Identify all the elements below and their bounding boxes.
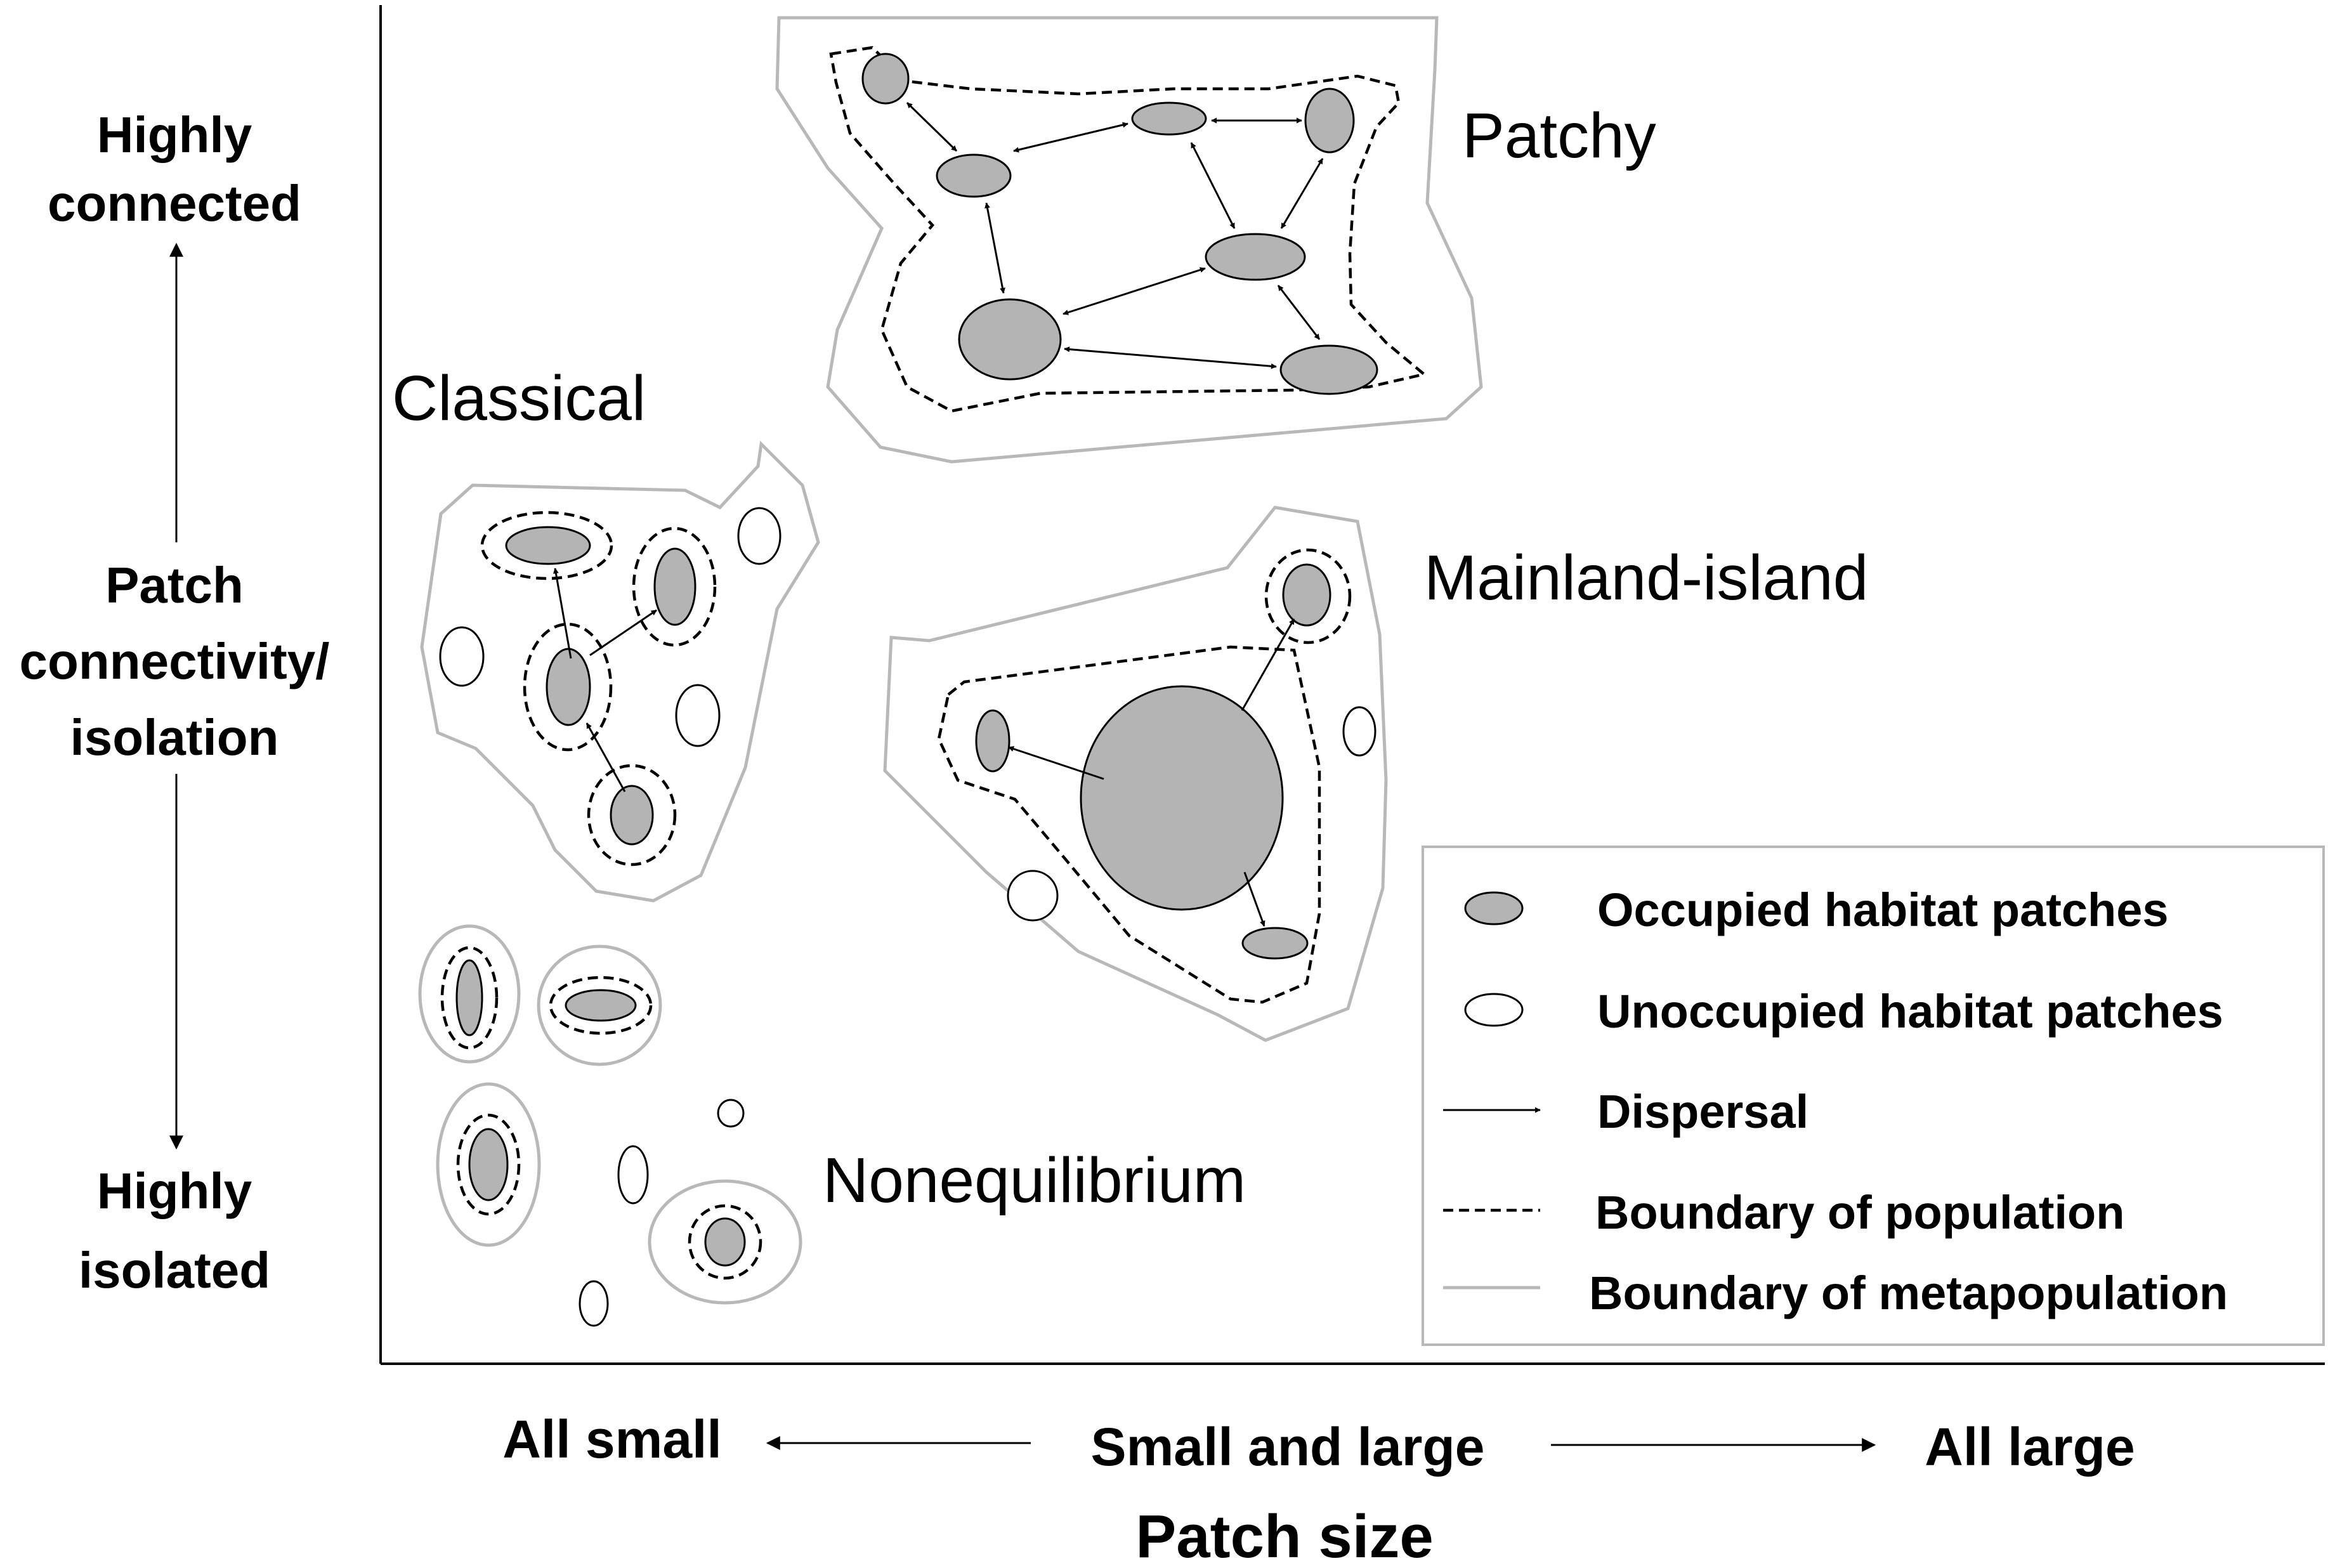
patchy-metapopulation-boundary [775,16,1483,464]
mainland-island-dispersal-1 [1008,746,1104,780]
noneq-empty-patch-1 [717,1099,745,1128]
noneq-metapopulation-boundary-4 [648,1179,802,1305]
y-title-line2: connectivity/ [19,633,329,689]
nonequilibrium-label: Nonequilibrium [823,1145,1246,1216]
y-bottom-label-line2: isolated [79,1242,270,1298]
classical-population-boundary-4 [587,764,677,866]
legend-occupied-swatch [1464,891,1524,925]
classical-population-boundary-1 [480,511,613,580]
mainland-island-population-boundary-2 [1264,548,1352,644]
mainland-island-patch-left [975,709,1010,773]
noneq-population-boundary-4 [688,1204,762,1280]
patchy-dispersal-2 [1013,122,1128,153]
patchy-metapopulation: Patchy [775,16,1656,464]
legend-unoccupied-label: Unoccupied habitat patches [1597,985,2223,1038]
y-top-label-line2: connected [48,175,301,232]
legend-metapopulation-boundary-label: Boundary of metapopulation [1589,1267,2228,1319]
noneq-patch-1 [455,959,483,1036]
classical-dispersal-3 [585,722,626,792]
classical-population-boundary-3 [523,622,613,752]
patchy-patch-4 [1304,88,1355,154]
patchy-label: Patchy [1462,100,1656,171]
classical-patch-3 [546,648,591,726]
classical-metapopulation: Classical [392,363,820,903]
classical-population-boundary-2 [632,526,717,647]
classical-dispersal-1 [553,568,572,659]
y-top-label-line1: Highly [97,107,252,163]
classical-empty-patch-2 [439,626,485,687]
mainland-island-dispersal-2 [1241,618,1295,711]
noneq-population-boundary-1 [440,946,499,1050]
legend-box [1422,846,2325,1346]
noneq-empty-patch-2 [617,1145,649,1205]
y-bottom-label-line1: Highly [97,1163,252,1219]
classical-label: Classical [392,363,646,434]
y-title-line1: Patch [105,557,244,613]
x-axis-title: Patch size [1135,1503,1434,1565]
patchy-dispersal-8 [1277,285,1321,340]
nonequilibrium-metapopulation: Nonequilibrium [418,924,1246,1327]
patchy-patch-5 [1205,233,1306,281]
patchy-patch-7 [1279,344,1378,395]
legend-population-boundary-label: Boundary of population [1595,1186,2124,1239]
y-title-line3: isolation [70,709,279,766]
mainland-island-metapopulation: Mainland-island [883,506,1868,1042]
patchy-patch-1 [861,53,910,105]
legend: Occupied habitat patches Unoccupied habi… [1422,846,2325,1346]
noneq-patch-3 [468,1128,509,1201]
mainland-island-label: Mainland-island [1424,542,1868,613]
patchy-dispersal-4 [1190,142,1236,229]
noneq-patch-2 [565,989,637,1022]
classical-empty-patch-3 [675,684,721,747]
mainland-island-empty-patch-2 [1007,870,1059,922]
patchy-dispersal-9 [1064,346,1277,369]
patchy-dispersal-1 [906,101,958,152]
legend-occupied-label: Occupied habitat patches [1597,884,2169,936]
patchy-patch-3 [1131,101,1207,136]
mainland-island-patch-top [1282,563,1331,627]
patchy-population-boundary [829,46,1427,413]
x-center-label: Small and large [1091,1417,1485,1477]
classical-patch-2 [653,547,696,626]
legend-dispersal-label: Dispersal [1597,1085,1808,1138]
patchy-patch-6 [958,298,1062,381]
legend-unoccupied-swatch [1464,993,1524,1027]
mainland-island-dispersal-3 [1243,872,1265,927]
noneq-population-boundary-2 [549,976,653,1035]
classical-metapopulation-boundary [420,440,820,903]
classical-patch-4 [610,785,654,846]
noneq-metapopulation-boundary-1 [418,924,521,1064]
noneq-metapopulation-boundary-3 [436,1082,541,1247]
patchy-patch-2 [936,154,1012,198]
noneq-metapopulation-boundary-2 [537,944,662,1066]
noneq-empty-patch-3 [579,1280,609,1327]
mainland-island-population-boundary [937,645,1321,1004]
patchy-dispersal-6 [984,202,1005,294]
noneq-patch-4 [704,1217,746,1267]
mainland-island-patch-bottom [1241,927,1309,960]
noneq-population-boundary-3 [456,1113,521,1216]
classical-empty-patch-1 [737,507,781,565]
mainland-island-empty-patch-1 [1342,706,1377,757]
patchy-dispersal-7 [1063,267,1206,315]
mainland-patch [1080,685,1284,911]
classical-patch-1 [505,526,591,565]
x-right-label: All large [1925,1417,2135,1477]
classical-dispersal-2 [589,609,657,657]
patchy-dispersal-5 [1280,158,1324,229]
x-left-label: All small [502,1409,721,1469]
mainland-island-metapopulation-boundary [883,506,1388,1042]
